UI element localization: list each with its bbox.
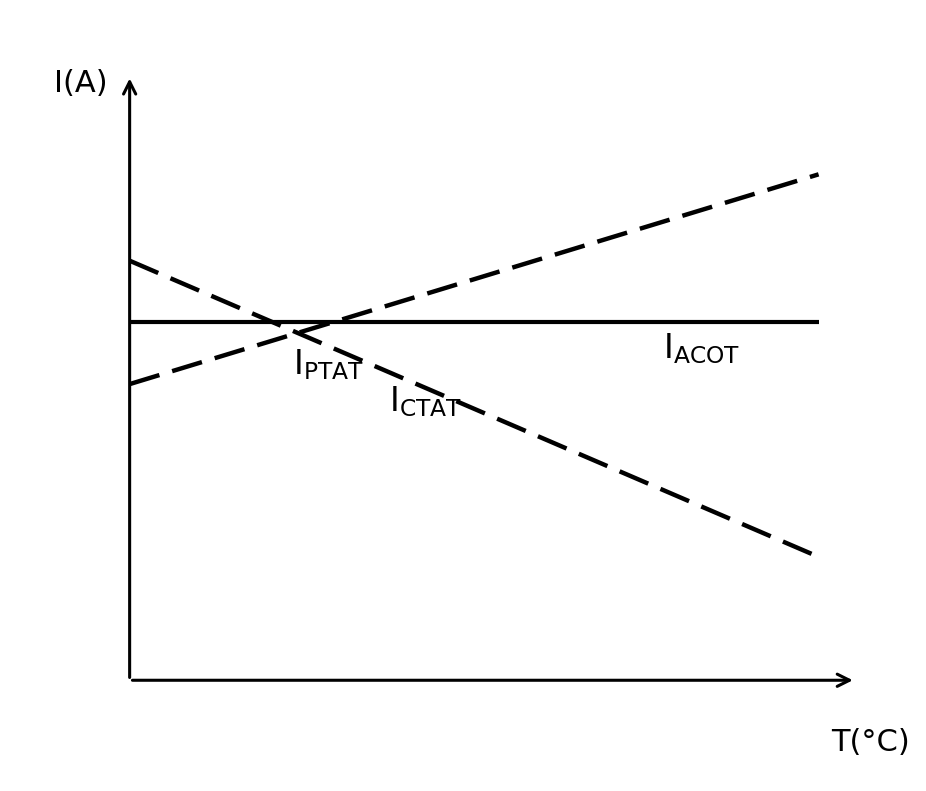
Text: T(°C): T(°C) — [831, 728, 910, 757]
Text: $\mathsf{I_{CTAT}}$: $\mathsf{I_{CTAT}}$ — [389, 384, 462, 419]
Text: $\mathsf{I_{PTAT}}$: $\mathsf{I_{PTAT}}$ — [293, 346, 364, 381]
Text: $\mathsf{I_{ACOT}}$: $\mathsf{I_{ACOT}}$ — [663, 331, 740, 366]
Text: I(A): I(A) — [54, 70, 107, 98]
